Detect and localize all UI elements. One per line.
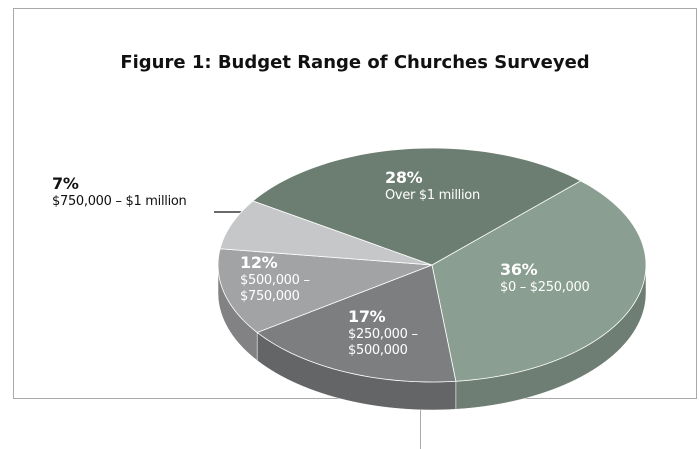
category-label: Over $1 million — [385, 188, 480, 203]
value-label: 36% — [500, 260, 538, 279]
slice-label: 7% $750,000 – $1 million — [52, 176, 222, 210]
value-label: 28% — [385, 168, 423, 187]
value-label: 7% — [52, 174, 79, 193]
slice — [431, 180, 647, 382]
chart-title: Figure 1: Budget Range of Churches Surve… — [120, 52, 590, 73]
slice-label: 12% $500,000 – $750,000 — [240, 255, 326, 305]
value-label: 17% — [348, 307, 386, 326]
category-label: $500,000 – $750,000 — [240, 273, 310, 304]
slice-label: 28% Over $1 million — [385, 170, 525, 204]
category-label: $0 – $250,000 — [500, 280, 590, 295]
category-label: $250,000 – $500,000 — [348, 327, 418, 358]
slice — [217, 248, 433, 333]
category-label: $750,000 – $1 million — [52, 194, 187, 209]
slice — [252, 147, 582, 266]
slice-label: 36% $0 – $250,000 — [500, 262, 650, 296]
slice — [219, 200, 433, 266]
slice-label: 17% $250,000 – $500,000 — [348, 309, 438, 359]
slice — [256, 264, 457, 383]
value-label: 12% — [240, 253, 278, 272]
